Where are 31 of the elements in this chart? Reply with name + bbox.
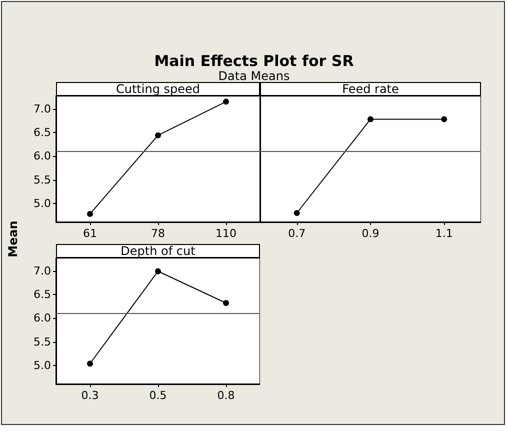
point [223,300,229,306]
x-tick-label: 0.8 [217,389,235,402]
y-tick-label: 6.5 [34,288,51,301]
x-tick-label: 0.9 [362,227,380,240]
point [87,360,93,367]
y-tick-label: 6.5 [34,126,51,139]
y-tick-label: 5.5 [34,335,51,348]
point [87,210,93,217]
x-tick-label: 0.7 [288,227,306,240]
y-tick-label: 6.0 [34,150,51,163]
y-tick-label: 7.0 [34,102,51,116]
x-tick-label: 0.3 [81,389,99,402]
y-axis-title: Mean [6,220,20,260]
y-tick-label: 6.0 [34,312,51,325]
x-axis-title: Depth of cut [56,244,260,258]
x-tick-label: 110 [216,227,236,240]
x-tick-label: 0.5 [149,389,167,402]
y-tick-label: 7.0 [34,264,51,278]
chart-title: Main Effects Plot for SR [153,52,355,70]
y-tick-label: 5.0 [34,197,51,210]
x-tick-label: 1.1 [435,227,453,240]
point [155,268,161,274]
chart-subtitle: Data Means [217,69,291,83]
x-tick-label: 61 [83,227,97,240]
point [223,98,229,105]
point [155,132,161,138]
y-tick-label: 5.5 [34,173,51,186]
y-tick-label: 5.0 [34,359,51,372]
x-axis-title: Feed rate [260,82,481,96]
x-tick-label: 78 [151,227,165,240]
x-axis-title: Cutting speed [56,82,260,96]
